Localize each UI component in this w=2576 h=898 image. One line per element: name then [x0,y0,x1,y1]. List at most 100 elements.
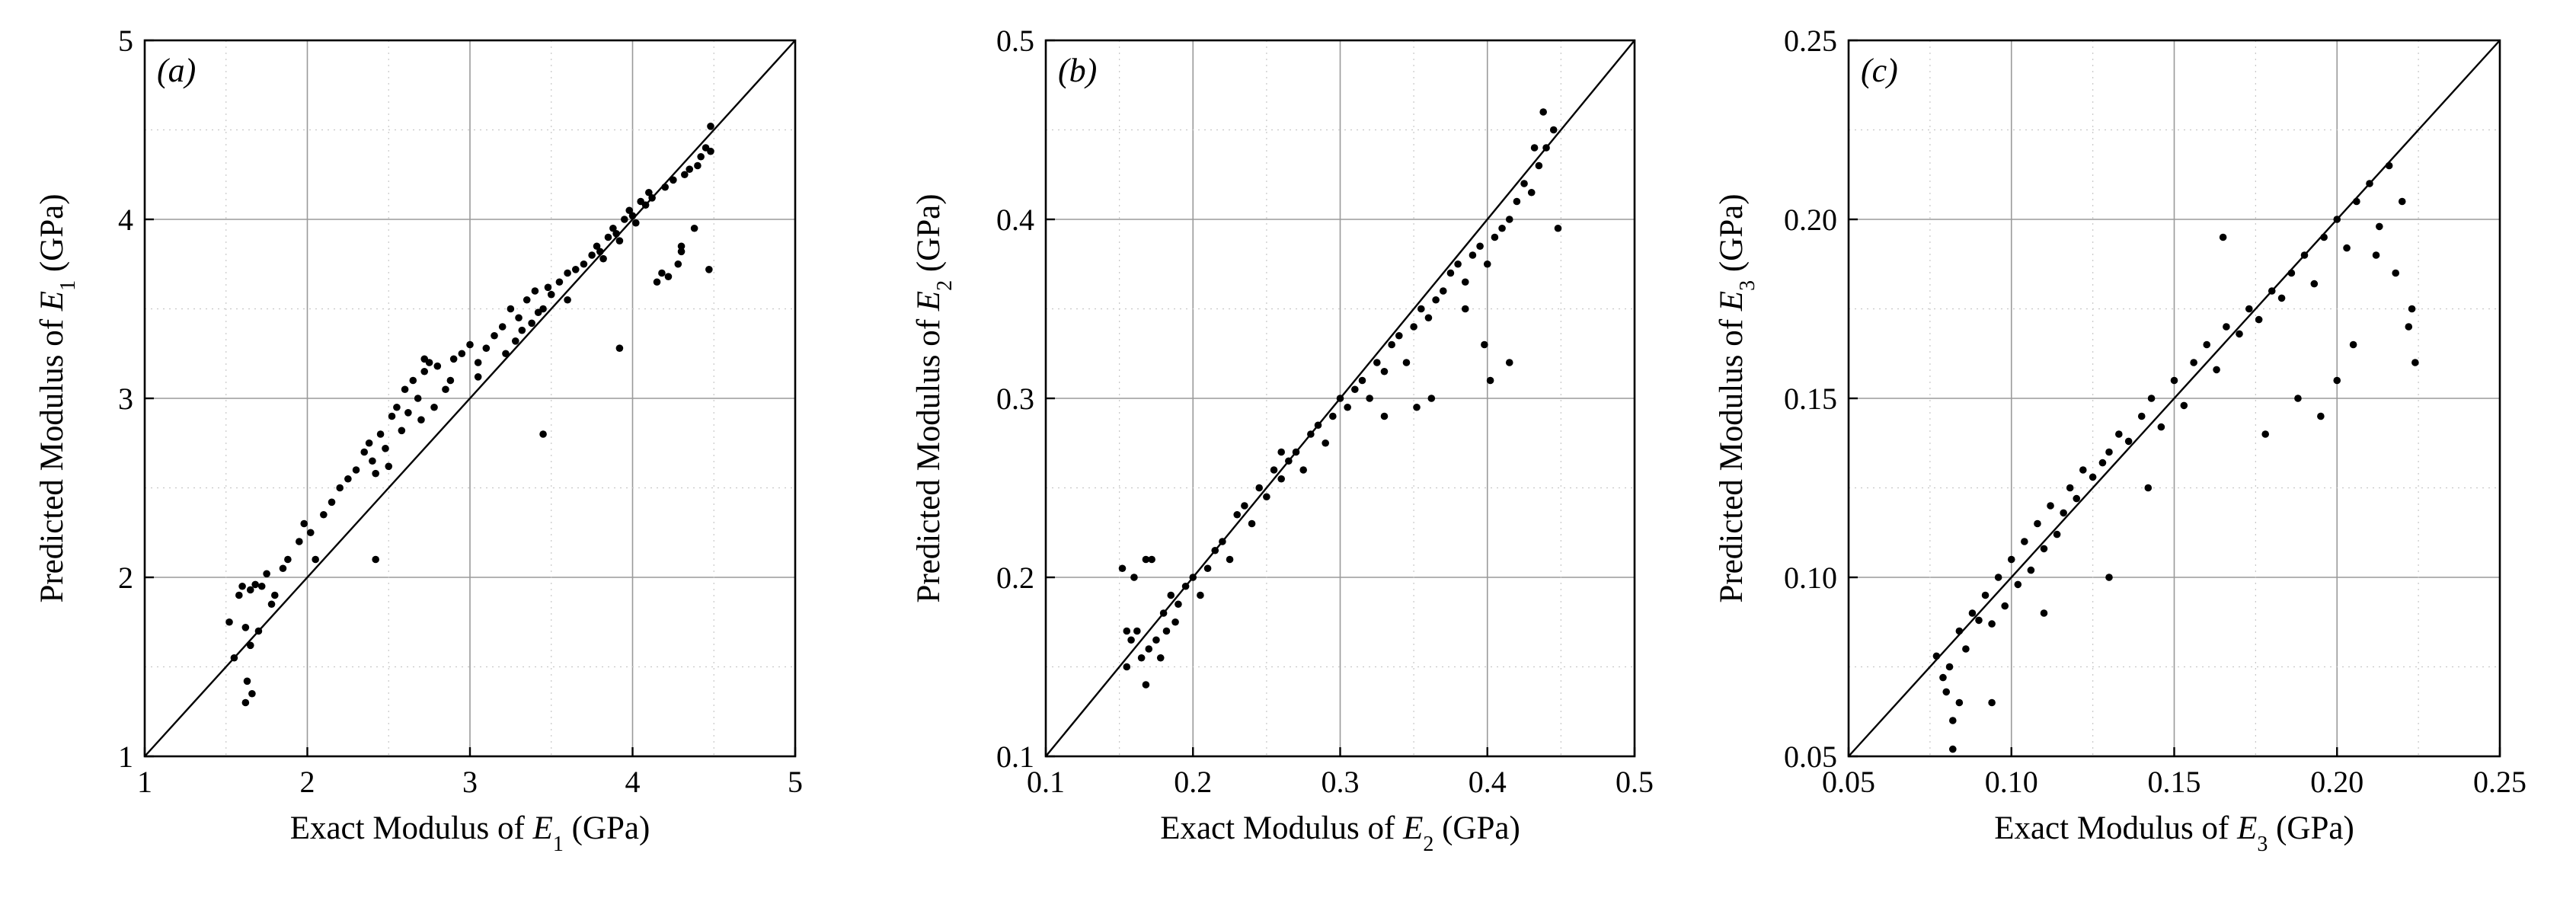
panel-b-data-point [1530,144,1539,152]
panel-b-data-point [1535,161,1543,170]
panel-b-data-point [1167,591,1175,599]
panel-a-data-point [238,582,246,590]
panel-c-data-point [2349,340,2357,349]
panel-b-data-point [1483,260,1491,268]
panel-b-data-point [1486,376,1494,385]
panel-c-data-point [2376,222,2383,231]
panel-a-data-point [612,230,620,238]
panel-b-data-point [1152,636,1160,644]
panel-c-data-point [2147,395,2156,402]
panel-c-data-point [2157,423,2165,431]
panel-a-data-point [306,529,315,537]
panel-c-label: (c) [1861,52,1898,89]
panel-a-data-point [615,344,624,353]
panel-b-x-axis-title: Exact Modulus of E2 (GPa) [1160,810,1520,856]
panel-a-data-point [491,331,498,340]
panel-a-data-point [631,219,640,227]
panel-a-data-point [279,564,287,573]
panel-b-data-point [1241,502,1248,510]
panel-c-data-point [2027,566,2035,574]
panel-b-data-point [1388,340,1395,349]
panel-c-data-point [2034,519,2041,528]
panel-b-data-point [1219,538,1226,545]
panel-b-data-point [1248,519,1256,528]
panel-b-data-point [1226,555,1234,564]
panel-a-data-point [230,654,238,662]
panel-c-data-point [1981,591,1990,599]
panel-a-data-point [648,193,656,202]
panel-c-data-point [2366,180,2373,187]
panel-a-data-point [664,273,673,281]
panel-c-data-point [2007,555,2015,564]
panel-b-data-point [1145,645,1153,653]
panel-a-data-point [385,462,393,471]
panel-b-xtick-label: 0.2 [1174,765,1212,799]
panel-a-ytick-label: 5 [118,24,133,58]
panel-a-data-point [596,248,604,256]
panel-b-ytick-label: 0.5 [996,24,1034,58]
panel-c-data-point [2317,412,2325,420]
panel-c-data-point [2398,197,2406,206]
panel-a-data-point [571,266,580,273]
panel-a-data-point [251,580,259,589]
panel-a-data-point [528,319,535,328]
panel-a-data-point [254,627,263,635]
panel-b-data-point [1491,233,1499,241]
panel-c-data-point [2333,376,2341,385]
panel-a-data-point [320,510,328,519]
panel-b-data-point [1539,108,1547,116]
panel-c-data-point [2223,323,2230,331]
panel-b-data-point [1366,395,1373,402]
panel-a-data-point [300,519,308,528]
panel-c-ytick-label: 0.25 [1784,24,1837,58]
panel-b-data-point [1277,475,1285,483]
panel-b-ytick-label: 0.3 [996,382,1034,416]
panel-b-data-point [1285,457,1293,465]
panel-c-data-point [2310,280,2319,288]
panel-a-data-point [609,224,617,232]
panel-a-xtick-label: 3 [462,765,478,799]
panel-b-data-point [1520,180,1528,187]
panel-b-xtick-label: 0.1 [1027,765,1065,799]
panel-b-data-point [1373,359,1381,366]
panel-c-ytick-label: 0.20 [1784,203,1837,237]
panel-c-data-point [2124,437,2133,446]
panel-c-data-point [1988,620,1996,628]
panel-b-data-point [1336,395,1344,402]
panel-a-ytick-label: 2 [118,561,133,595]
panel-c-data-point [2392,269,2399,277]
panel-c-data-point [2408,305,2416,313]
panel-b-data-point [1123,663,1131,671]
panel-a-data-point [539,430,547,438]
panel-b-data-point [1142,681,1150,689]
panel-a-data-point [677,242,686,251]
panel-c-data-point [2190,359,2197,366]
panel-b-data-point [1432,296,1440,304]
panel-a-y-axis-title: Predicted Modulus of E1 (GPa) [34,193,80,602]
panel-a-data-point [393,403,401,411]
panel-b-data-point [1427,395,1436,402]
panel-a-data-point [539,305,547,313]
panel-a-data-point [628,212,637,220]
panel-c-data-point [2268,287,2276,295]
panel-a-data-point [588,251,596,259]
panel-a-data-point [365,439,373,447]
panel-b-data-point [1344,403,1351,411]
panel-c-data-point [2098,459,2107,467]
panel-c-data-point [1955,698,1964,707]
panel-b-data-point [1133,627,1141,635]
panel-c-data-point [2014,580,2022,589]
panel-b-data-point [1505,359,1513,366]
panel-a-data-point [344,475,352,483]
panel-b-y-axis-title: Predicted Modulus of E2 (GPa) [911,193,957,602]
panel-b-xtick-label: 0.3 [1322,765,1360,799]
panel-a-data-point [681,171,689,179]
panel-c-data-point [2343,244,2351,252]
panel-a-data-point [547,290,555,299]
panel-a-data-point [360,448,369,456]
panel-c-data-point [2105,574,2113,581]
panel-b-data-point [1380,412,1389,420]
panel-a-data-point [677,248,686,256]
panel-c-data-point [2137,412,2146,420]
